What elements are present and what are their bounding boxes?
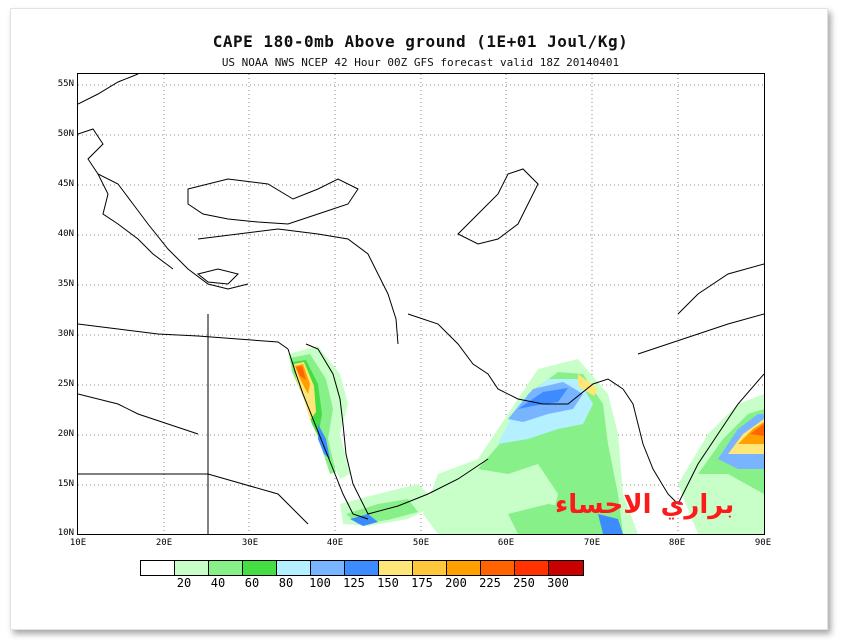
colorbar-label: 300 xyxy=(547,576,569,590)
colorbar-cell xyxy=(209,561,243,575)
colorbar-label: 150 xyxy=(377,576,399,590)
colorbar xyxy=(140,560,584,576)
watermark-text: براري الاحساء xyxy=(555,490,735,520)
lon-tick: 10E xyxy=(69,538,87,548)
colorbar-label: 80 xyxy=(278,576,294,590)
lon-tick: 40E xyxy=(326,538,344,548)
chart-subtitle: US NOAA NWS NCEP 42 Hour 00Z GFS forecas… xyxy=(221,56,620,69)
lon-tick: 50E xyxy=(412,538,430,548)
lat-tick: 25N xyxy=(57,379,74,389)
lat-tick: 35N xyxy=(57,279,74,289)
colorbar-cell xyxy=(413,561,447,575)
colorbar-cell xyxy=(549,561,583,575)
colorbar-cell xyxy=(277,561,311,575)
colorbar-label: 60 xyxy=(244,576,260,590)
cape-shading-bay-of-bengal xyxy=(678,394,764,534)
colorbar-cell xyxy=(311,561,345,575)
chart-title: CAPE 180-0mb Above ground (1E+01 Joul/Kg… xyxy=(212,32,629,51)
colorbar-cell xyxy=(345,561,379,575)
lat-tick: 30N xyxy=(57,329,74,339)
lon-tick: 90E xyxy=(754,538,772,548)
lon-tick: 70E xyxy=(583,538,601,548)
cape-shading-arabian-sea xyxy=(423,359,638,534)
lat-tick: 40N xyxy=(57,229,74,239)
colorbar-label: 175 xyxy=(411,576,433,590)
colorbar-label: 250 xyxy=(513,576,535,590)
colorbar-cell xyxy=(515,561,549,575)
map-canvas xyxy=(78,74,764,534)
graticule xyxy=(78,74,764,534)
colorbar-label: 225 xyxy=(479,576,501,590)
colorbar-label: 125 xyxy=(343,576,365,590)
colorbar-cell xyxy=(243,561,277,575)
colorbar-cell xyxy=(379,561,413,575)
colorbar-label: 20 xyxy=(176,576,192,590)
coastlines xyxy=(78,74,764,534)
colorbar-cell xyxy=(447,561,481,575)
lat-tick: 55N xyxy=(57,79,74,89)
lat-tick: 45N xyxy=(57,179,74,189)
lon-tick: 30E xyxy=(241,538,259,548)
lat-tick: 15N xyxy=(57,479,74,489)
colorbar-label: 100 xyxy=(309,576,331,590)
colorbar-cell xyxy=(175,561,209,575)
lat-tick: 50N xyxy=(57,129,74,139)
colorbar-label: 200 xyxy=(445,576,467,590)
lat-tick: 10N xyxy=(57,528,74,538)
colorbar-cell xyxy=(481,561,515,575)
lon-tick: 20E xyxy=(155,538,173,548)
colorbar-label: 40 xyxy=(210,576,226,590)
lon-tick: 80E xyxy=(668,538,686,548)
map-panel xyxy=(77,73,765,535)
lat-tick: 20N xyxy=(57,429,74,439)
lon-tick: 60E xyxy=(497,538,515,548)
colorbar-cell xyxy=(141,561,175,575)
